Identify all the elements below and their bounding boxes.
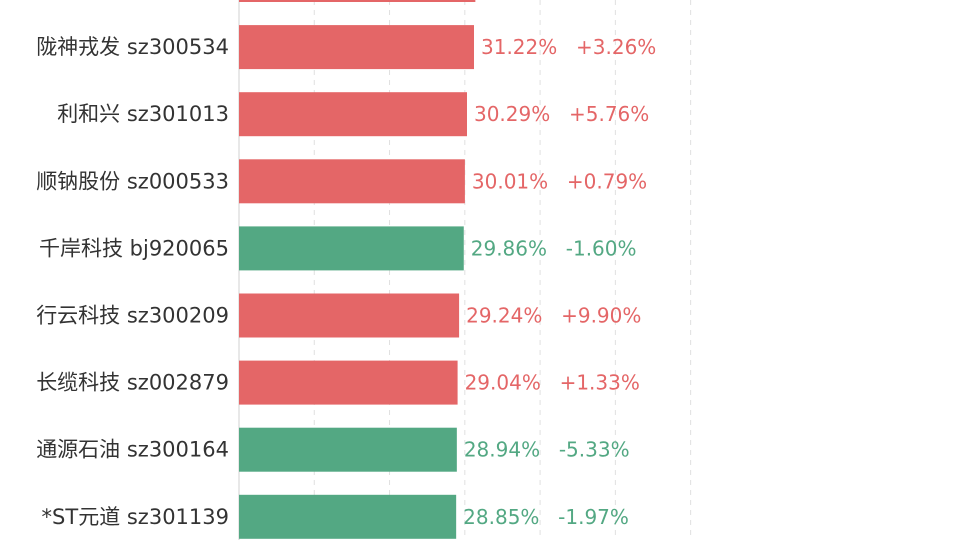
- bar: [239, 25, 474, 70]
- change-label: -1.60%: [566, 236, 637, 260]
- bar: [239, 0, 476, 2]
- bar: [239, 159, 465, 204]
- bar: [239, 494, 457, 539]
- value-label: 30.01%: [472, 169, 548, 193]
- category-label: 陇神戎发 sz300534: [36, 35, 229, 59]
- bar: [239, 226, 464, 271]
- change-label: -1.97%: [558, 505, 629, 529]
- value-label: 28.94%: [464, 438, 540, 462]
- value-label: 29.86%: [471, 236, 547, 260]
- value-label: 30.29%: [474, 102, 550, 126]
- bar: [239, 92, 467, 137]
- change-label: +9.90%: [561, 304, 641, 328]
- bar: [239, 360, 458, 405]
- value-label: 29.04%: [465, 371, 541, 395]
- bar: [239, 427, 457, 472]
- change-label: -5.33%: [559, 438, 630, 462]
- change-label: +0.79%: [567, 169, 647, 193]
- change-label: +1.33%: [560, 371, 640, 395]
- value-label: 29.24%: [466, 304, 542, 328]
- category-label: *ST元道 sz301139: [42, 505, 229, 529]
- value-label: 31.22%: [481, 35, 557, 59]
- labels: 陇神戎发 sz300534 31.22% +3.26% 利和兴 sz301013 30.…: [36, 35, 656, 529]
- change-label: +3.26%: [576, 35, 656, 59]
- category-label: 顺钠股份 sz000533: [36, 169, 229, 193]
- category-label: 长缆科技 sz002879: [36, 371, 229, 395]
- category-label: 利和兴 sz301013: [57, 102, 229, 126]
- category-label: 行云科技 sz300209: [36, 304, 229, 328]
- value-label: 28.85%: [463, 505, 539, 529]
- category-label: 通源石油 sz300164: [36, 438, 229, 462]
- change-label: +5.76%: [569, 102, 649, 126]
- category-label: 千岸科技 bj920065: [39, 236, 229, 260]
- bars: [239, 0, 476, 539]
- bar: [239, 293, 460, 338]
